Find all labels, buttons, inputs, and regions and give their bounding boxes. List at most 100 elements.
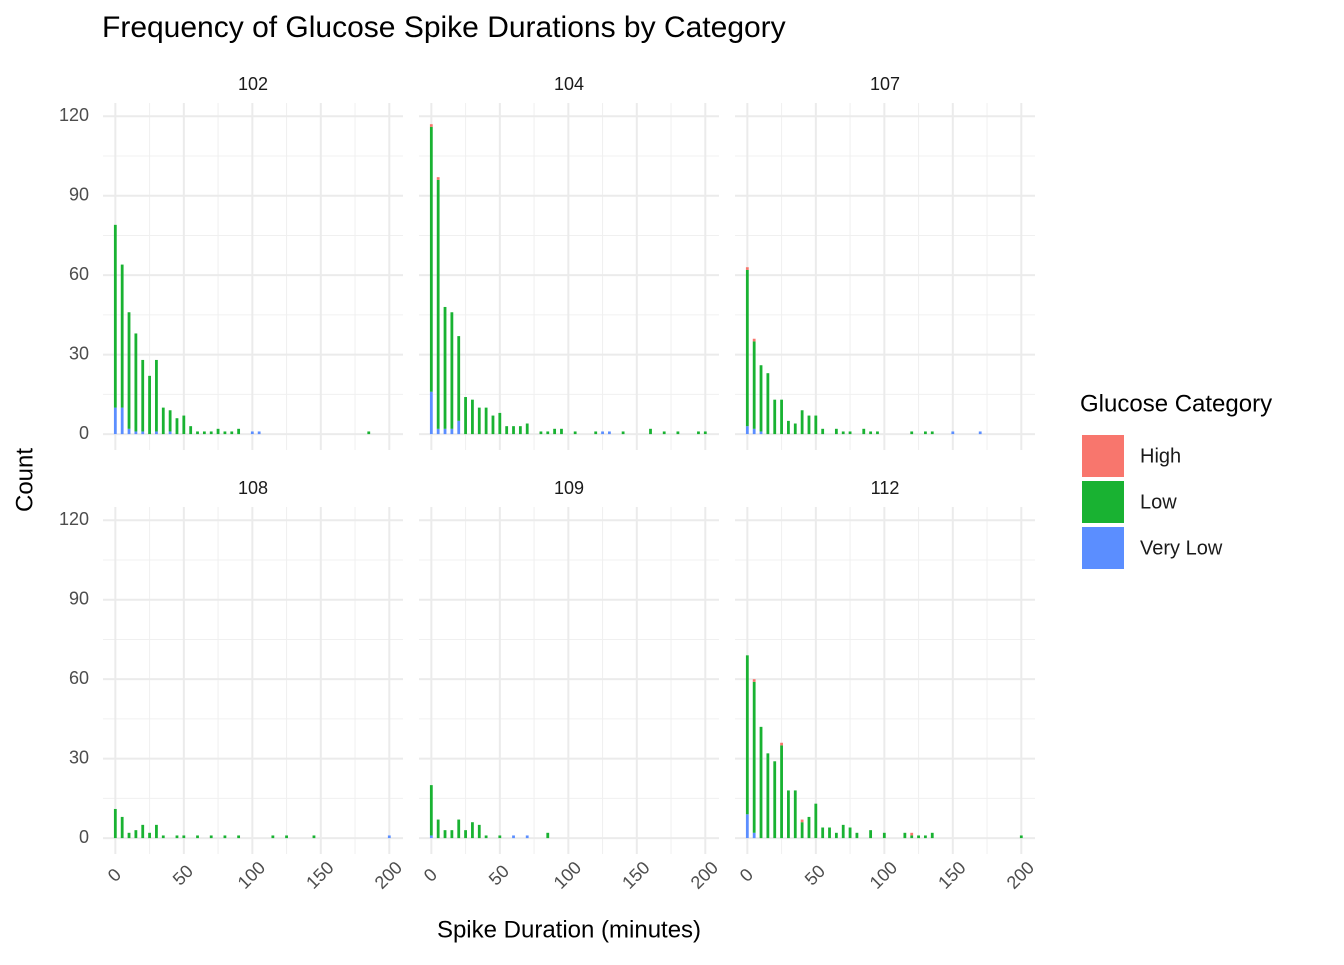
bar-segment — [127, 832, 131, 839]
bar-segment — [182, 415, 186, 435]
bar-segment — [148, 375, 151, 435]
bar-segment — [745, 267, 749, 270]
bar-segment — [512, 835, 515, 839]
facet-title: 102 — [238, 74, 268, 94]
bar-segment — [134, 333, 138, 432]
bar-segment — [471, 822, 474, 839]
bar-segment — [930, 431, 934, 435]
bar-segment — [134, 830, 138, 839]
bar-segment — [910, 431, 914, 435]
bar-segment — [464, 397, 467, 435]
bar-segment — [703, 431, 707, 435]
bar-segment — [546, 832, 550, 839]
y-tick-label: 30 — [69, 747, 89, 767]
x-tick-label: 50 — [169, 861, 197, 889]
bar-segment — [484, 407, 488, 435]
bar-segment — [924, 431, 927, 435]
bar-segment — [882, 832, 886, 839]
bar-segment — [800, 410, 804, 435]
bar-segment — [148, 832, 151, 839]
bar-segment — [230, 431, 234, 435]
bar-segment — [821, 827, 825, 839]
bar-segment — [745, 426, 749, 435]
bar-segment — [773, 399, 777, 435]
bar-segment — [917, 835, 920, 839]
legend-label: High — [1140, 445, 1181, 467]
bar-segment — [141, 359, 145, 432]
x-tick-label: 50 — [485, 861, 513, 889]
bar-segment — [752, 679, 756, 682]
bar-segment — [450, 312, 454, 429]
bar-segment — [800, 822, 804, 839]
y-tick-label: 30 — [69, 343, 89, 363]
chart-title: Frequency of Glucose Spike Durations by … — [102, 11, 786, 44]
bar-segment — [113, 407, 117, 435]
bar-segment — [752, 832, 756, 839]
x-tick-label: 200 — [1003, 857, 1038, 892]
bar-segment — [196, 431, 199, 435]
bar-segment — [759, 431, 763, 435]
bar-segment — [848, 827, 852, 839]
bar-segment — [807, 415, 811, 435]
legend-key — [1082, 527, 1124, 569]
bar-segment — [436, 428, 440, 435]
y-tick-label: 90 — [69, 184, 89, 204]
y-tick-label: 120 — [59, 105, 89, 125]
bar-segment — [429, 785, 433, 836]
bar-segment — [120, 264, 124, 408]
bar-segment — [662, 431, 666, 435]
bar-segment — [821, 428, 825, 435]
bar-segment — [697, 431, 700, 435]
bar-segment — [464, 830, 467, 839]
x-tick-label: 200 — [687, 857, 722, 892]
bar-segment — [443, 306, 447, 429]
bar-segment — [429, 391, 433, 435]
bar-segment — [457, 336, 461, 421]
y-tick-label: 90 — [69, 588, 89, 608]
bar-segment — [553, 428, 557, 435]
bar-segment — [594, 431, 598, 435]
bar-segment — [161, 835, 165, 839]
bar-segment — [202, 431, 206, 435]
bar-segment — [127, 312, 131, 429]
bar-segment — [429, 124, 433, 127]
bar-segment — [223, 431, 227, 435]
bar-segment — [924, 835, 927, 839]
bar-segment — [608, 431, 611, 435]
bar-segment — [312, 835, 316, 839]
bar-segment — [484, 835, 488, 839]
bar-segment — [209, 835, 213, 839]
bar-segment — [498, 835, 502, 839]
bar-segment — [930, 832, 934, 839]
bar-segment — [869, 830, 873, 839]
bar-segment — [196, 835, 199, 839]
bar-segment — [175, 418, 179, 435]
bar-segment — [676, 431, 680, 435]
bar-segment — [855, 832, 859, 839]
bar-segment — [745, 269, 749, 427]
bar-segment — [498, 412, 502, 435]
bar-segment — [862, 428, 866, 435]
bar-segment — [155, 359, 158, 432]
bar-segment — [780, 399, 783, 435]
bar-segment — [436, 179, 440, 429]
x-tick-label: 0 — [104, 865, 125, 886]
bar-segment — [505, 426, 509, 435]
x-tick-label: 0 — [420, 865, 441, 886]
y-tick-label: 60 — [69, 264, 89, 284]
bar-segment — [876, 431, 879, 435]
bar-segment — [601, 431, 604, 435]
bar-segment — [168, 431, 172, 435]
bar-segment — [773, 761, 777, 839]
bar-segment — [443, 428, 447, 435]
bar-segment — [257, 431, 261, 435]
bar-segment — [471, 399, 474, 435]
bar-segment — [759, 365, 763, 432]
x-tick-label: 150 — [934, 857, 969, 892]
bar-segment — [237, 835, 241, 839]
bar-segment — [978, 431, 982, 435]
x-tick-label: 100 — [550, 857, 585, 892]
bar-segment — [223, 835, 227, 839]
bar-segment — [539, 431, 543, 435]
legend-label: Very Low — [1140, 537, 1223, 559]
